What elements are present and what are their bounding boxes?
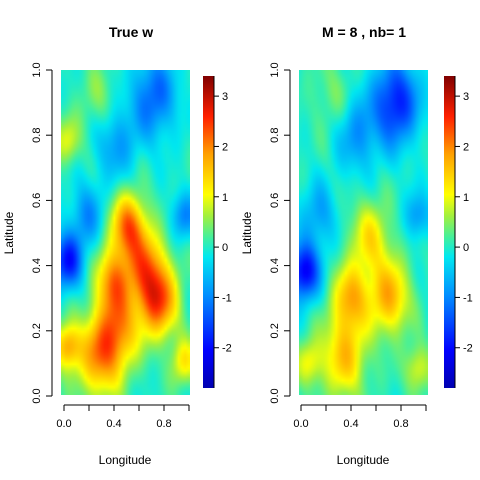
x-axis-label: Longitude [99, 453, 152, 467]
panel-m8-nb1: M = 8 , nb= 1 0.0 0.4 0.8 0.0 0.2 0.4 0.6 0.8 1… [240, 24, 473, 467]
colorbar-axis: -2 -1 0 1 2 3 [454, 76, 473, 388]
y-tick-label: 0.4 [269, 258, 281, 273]
y-tick-label: 0.4 [31, 258, 43, 273]
heatmap-field [299, 70, 428, 395]
y-tick-label: 0.2 [31, 323, 43, 338]
x-axis: 0.0 0.4 0.8 [293, 404, 427, 430]
colorbar [444, 76, 455, 388]
colorbar-tick-label: -1 [222, 292, 232, 304]
x-axis: 0.0 0.4 0.8 [56, 404, 190, 430]
x-tick-label: 0.8 [393, 418, 408, 430]
y-tick-label: 1.0 [269, 62, 281, 77]
colorbar-tick-label: 2 [222, 141, 228, 153]
y-tick-label: 0.8 [269, 128, 281, 143]
colorbar-tick-label: 3 [222, 91, 228, 103]
x-tick-label: 0.0 [293, 418, 308, 430]
x-axis-label: Longitude [337, 453, 390, 467]
y-axis-label: Latitude [240, 211, 254, 254]
colorbar-tick-label: -2 [222, 343, 232, 355]
y-tick-label: 0.2 [269, 323, 281, 338]
x-tick-label: 0.4 [343, 418, 358, 430]
y-tick-label: 0.0 [31, 388, 43, 403]
colorbar-tick-label: 1 [222, 192, 228, 204]
colorbar-tick-label: -1 [463, 292, 473, 304]
y-tick-label: 0.0 [269, 388, 281, 403]
colorbar-tick-label: 0 [463, 242, 469, 254]
colorbar-tick-label: 1 [463, 192, 469, 204]
colorbar-tick-label: -2 [463, 343, 473, 355]
y-tick-label: 0.8 [31, 128, 43, 143]
y-axis: 0.0 0.2 0.4 0.6 0.8 1.0 [31, 62, 53, 404]
colorbar-tick-label: 0 [222, 242, 228, 254]
colorbar-axis: -2 -1 0 1 2 3 [213, 76, 232, 388]
chart-title: M = 8 , nb= 1 [322, 24, 406, 40]
x-tick-label: 0.0 [56, 418, 71, 430]
y-axis: 0.0 0.2 0.4 0.6 0.8 1.0 [269, 62, 291, 404]
y-tick-label: 0.6 [31, 193, 43, 208]
chart-title: True w [109, 24, 153, 40]
heatmap-field [61, 70, 190, 395]
colorbar-tick-label: 3 [463, 91, 469, 103]
x-tick-label: 0.4 [106, 418, 121, 430]
y-tick-label: 1.0 [31, 62, 43, 77]
panel-true-w: True w 0.0 0.4 0.8 0.0 0.2 0.4 0.6 0.8 1.0 Long… [2, 24, 232, 467]
x-tick-label: 0.8 [156, 418, 171, 430]
colorbar [203, 76, 214, 388]
y-tick-label: 0.6 [269, 193, 281, 208]
y-axis-label: Latitude [2, 211, 16, 254]
colorbar-tick-label: 2 [463, 141, 469, 153]
